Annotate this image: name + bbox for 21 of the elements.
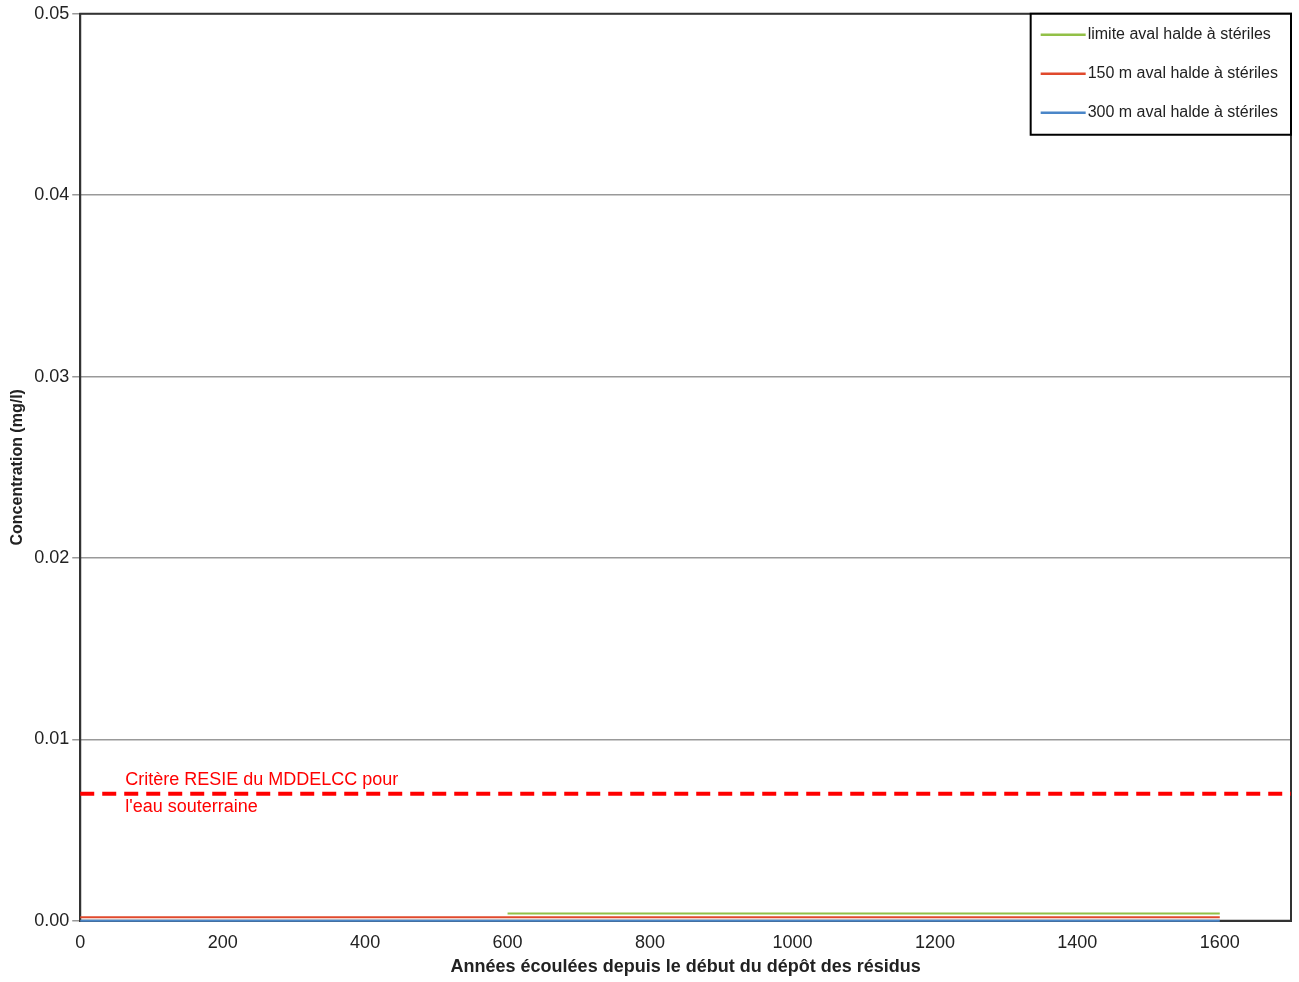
x-tick-label: 1000: [772, 931, 813, 952]
x-axis-title: Années écoulées depuis le début du dépôt des résidus: [450, 956, 921, 977]
y-tick-label: 0.04: [34, 184, 70, 205]
x-tick-label: 800: [634, 931, 666, 952]
legend-label: 150 m aval halde à stériles: [1087, 64, 1278, 82]
y-tick-label: 0.03: [34, 365, 70, 386]
ref-line-label: Critère RESIE du MDDELCC pour l'eau souterraine: [125, 768, 399, 816]
legend-label: limite aval halde à stériles: [1087, 25, 1271, 43]
x-tick-label: 0: [75, 931, 86, 952]
x-tick-label: 1200: [914, 931, 955, 952]
y-tick-label: 0.01: [34, 728, 70, 749]
y-tick-label: 0.05: [34, 2, 70, 23]
x-tick-label: 1600: [1199, 931, 1240, 952]
x-tick-label: 1400: [1057, 931, 1098, 952]
legend-label: 300 m aval halde à stériles: [1087, 103, 1278, 121]
x-tick-label: 400: [350, 931, 381, 952]
x-tick-label: 600: [492, 931, 523, 952]
x-tick-label: 200: [207, 931, 238, 952]
y-axis-title: Concentration (mg/l): [8, 389, 26, 546]
y-tick-label: 0.02: [34, 546, 70, 567]
y-tick-label: 0.00: [34, 909, 70, 930]
